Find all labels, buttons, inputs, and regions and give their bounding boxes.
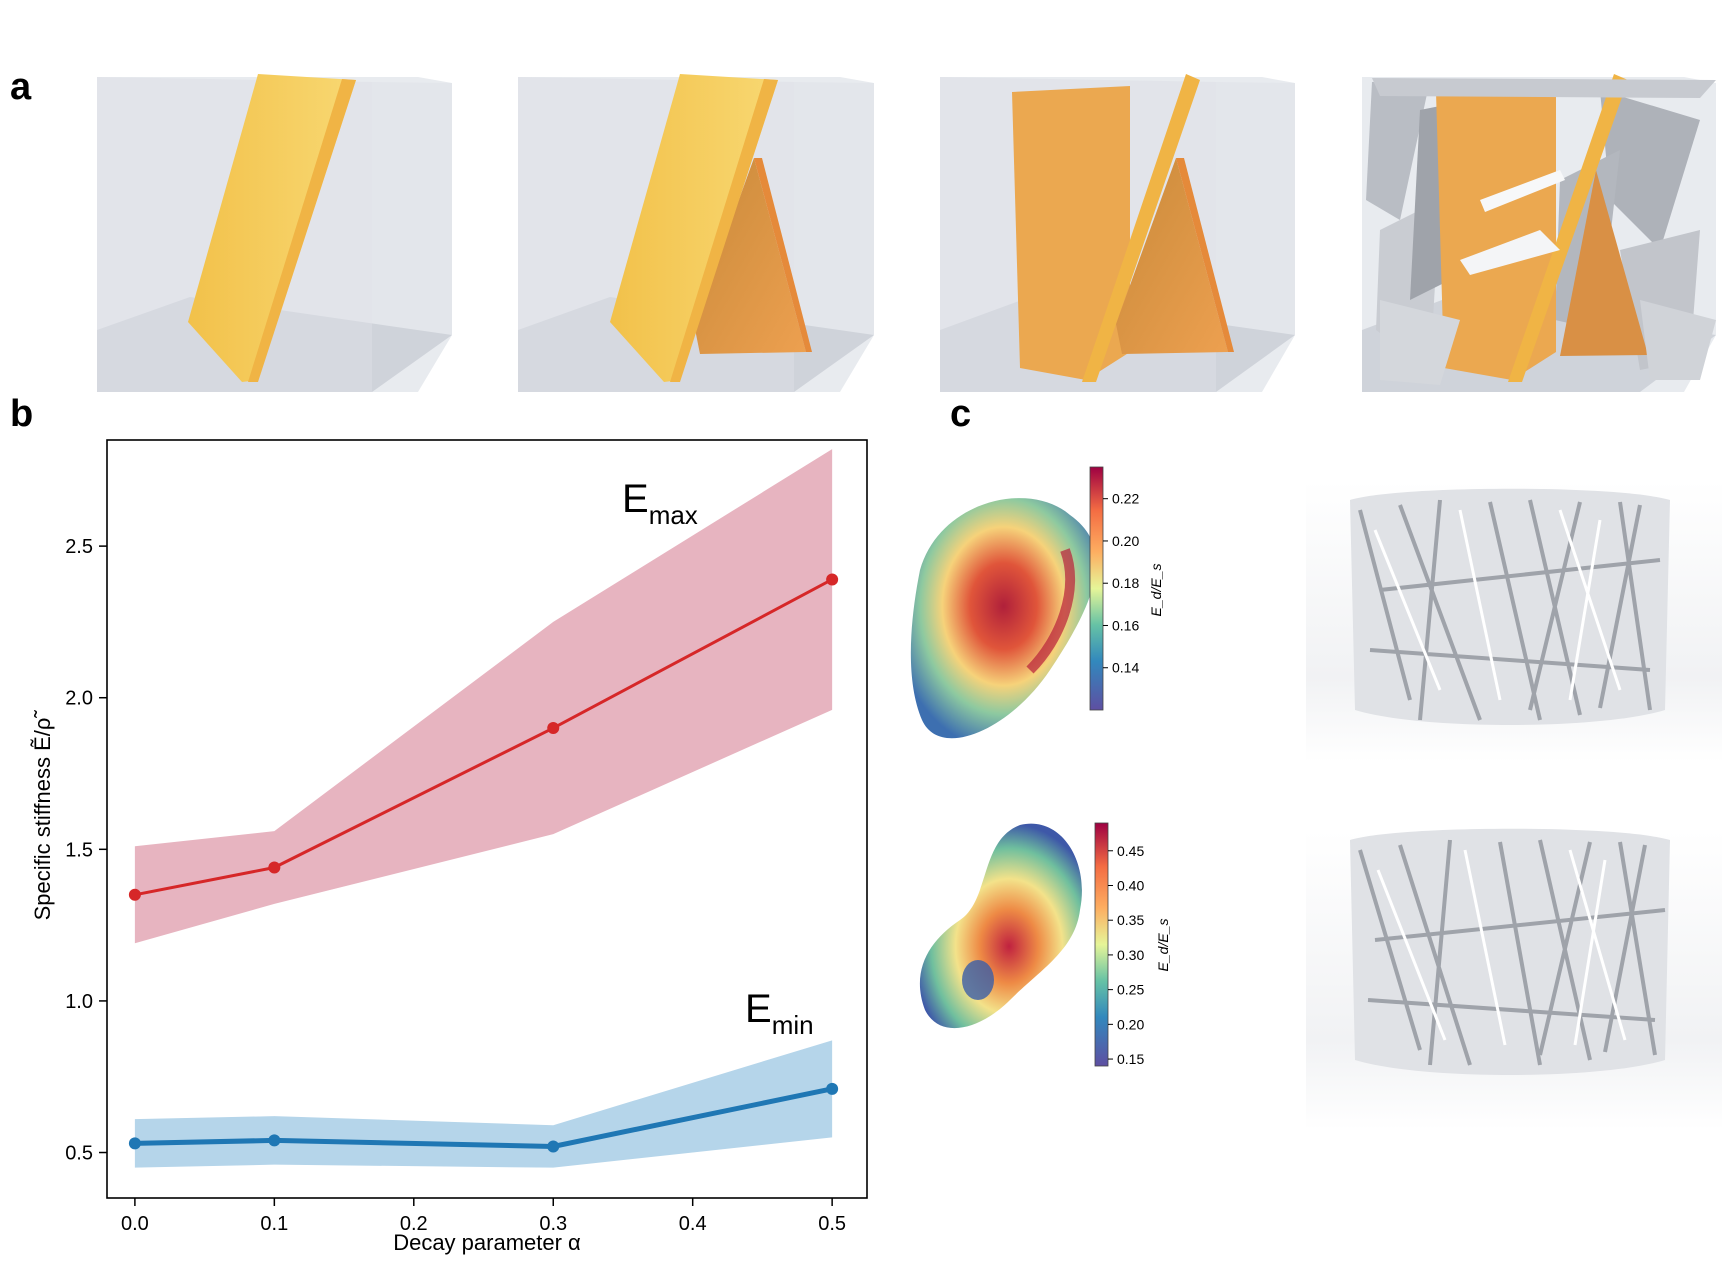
x-tick-label: 0.2 <box>400 1213 428 1235</box>
panel-a-cubes <box>97 74 1716 392</box>
colorbar-tick-label: 0.45 <box>1117 843 1144 859</box>
plate-white <box>1460 230 1560 275</box>
band-E_min <box>134 1040 833 1168</box>
y-axis-label: Specific stiffness Ẽ/ρ̃ <box>30 710 55 921</box>
colorbar-2-ticks: 0.45 0.40 0.35 0.30 0.25 0.20 0.15 <box>1108 843 1144 1067</box>
cylinder-plates-light <box>1373 509 1622 701</box>
elastic-surface-1 <box>910 498 1097 739</box>
line-E_min <box>134 1086 833 1149</box>
colorbar-2-label: E_d/E_s <box>1155 919 1171 972</box>
y-axis-ticks: 0.5 1.0 1.5 2.0 2.5 <box>65 536 107 1165</box>
cube-render-4 <box>1362 74 1716 392</box>
x-axis-ticks: 0.0 0.1 0.2 0.3 0.4 0.5 <box>121 1198 846 1235</box>
cylinder-render-2 <box>1306 828 1722 1130</box>
x-tick-label: 0.5 <box>818 1213 846 1235</box>
panel-label-b: b <box>10 393 34 435</box>
slab-orange-edge <box>754 158 812 352</box>
cube-face-right <box>372 82 452 345</box>
cube-render-3 <box>940 74 1295 392</box>
line-E_max <box>134 578 833 897</box>
series-points <box>128 573 839 1153</box>
elastic-surface-2 <box>919 823 1082 1029</box>
band-E_max <box>134 449 833 944</box>
slab-orange-triangle <box>694 158 806 354</box>
confidence-bands <box>134 449 833 1168</box>
emax-label-main: E <box>622 477 649 521</box>
x-tick-label: 0.0 <box>121 1213 149 1235</box>
plate <box>1380 300 1460 385</box>
slab-yellow-thin <box>1082 74 1200 382</box>
plate <box>1366 80 1430 220</box>
cylinder-plates <box>1358 499 1661 721</box>
series-lines <box>134 578 833 1149</box>
x-tick-label: 0.1 <box>260 1213 288 1235</box>
colorbar-tick-label: 0.25 <box>1117 982 1144 998</box>
panel-label-a: a <box>10 66 32 108</box>
slab-yellow <box>610 74 778 382</box>
point-E_max <box>268 861 281 874</box>
cube-render-2 <box>518 74 874 392</box>
stiffness-chart: 0.0 0.1 0.2 0.3 0.4 0.5 0.5 1.0 1.5 2.0 2.5 Decay… <box>30 439 868 1255</box>
plate <box>1640 300 1716 380</box>
cube-face-right <box>794 82 874 345</box>
emin-label-sub: min <box>772 1010 814 1040</box>
slab-orange-main <box>1012 86 1130 380</box>
y-tick-label: 2.5 <box>65 536 93 558</box>
point-E_min <box>268 1134 281 1147</box>
slab-orange-triangle <box>1116 158 1228 354</box>
colorbar-tick-label: 0.16 <box>1112 617 1139 633</box>
slab-yellow-thin <box>1508 74 1628 382</box>
plate <box>1600 90 1700 250</box>
slab-orange-edge <box>1176 158 1234 352</box>
cylinder-plates-light <box>1376 849 1627 1046</box>
cylinder-render-1 <box>1306 480 1722 762</box>
point-E_max <box>547 722 560 735</box>
emax-label-sub: max <box>649 500 698 530</box>
colorbar-tick-label: 0.20 <box>1112 533 1139 549</box>
point-E_min <box>826 1082 839 1095</box>
slab-yellow-edge <box>670 79 778 382</box>
panel-c-figures: 0.22 0.20 0.18 0.16 0.14 E_d/E_s 0.45 0.40 0.3… <box>910 466 1722 1130</box>
y-tick-label: 0.5 <box>65 1143 93 1165</box>
colorbar-tick-label: 0.40 <box>1117 877 1144 893</box>
elastic-surface-1-ridge <box>1026 548 1076 674</box>
colorbar-1-ticks: 0.22 0.20 0.18 0.16 0.14 <box>1103 491 1139 676</box>
cylinder-plates <box>1358 839 1666 1066</box>
x-tick-label: 0.4 <box>679 1213 707 1235</box>
colorbar-2 <box>1094 822 1109 1067</box>
panel-label-c: c <box>950 393 972 435</box>
colorbar-tick-label: 0.22 <box>1112 491 1139 507</box>
colorbar-tick-label: 0.14 <box>1112 660 1139 676</box>
point-E_min <box>128 1137 141 1150</box>
colorbar-tick-label: 0.15 <box>1117 1051 1144 1067</box>
x-axis-label: Decay parameter α <box>393 1230 581 1255</box>
slab-yellow-edge <box>248 79 356 382</box>
point-E_max <box>128 888 141 901</box>
y-tick-label: 2.0 <box>65 688 93 710</box>
colorbar-tick-label: 0.30 <box>1117 947 1144 963</box>
slab-orange-triangle <box>1560 170 1648 356</box>
colorbar-1 <box>1089 466 1104 711</box>
colorbar-tick-label: 0.35 <box>1117 912 1144 928</box>
emin-label-main: E <box>745 987 772 1031</box>
slab-yellow <box>188 74 356 382</box>
point-E_max <box>826 573 839 586</box>
cube-render-1 <box>97 74 452 392</box>
cube-face-right <box>1216 82 1295 345</box>
y-tick-label: 1.5 <box>65 839 93 861</box>
plate-white <box>1480 170 1565 212</box>
colorbar-tick-label: 0.20 <box>1117 1016 1144 1032</box>
cylinder-body <box>1350 828 1670 1075</box>
elastic-surface-2-spot <box>962 960 994 1000</box>
emin-label: Emin <box>745 987 814 1040</box>
y-tick-label: 1.0 <box>65 991 93 1013</box>
plate-white <box>1372 78 1716 98</box>
colorbar-1-label: E_d/E_s <box>1148 564 1164 617</box>
slab-orange-main <box>1436 88 1556 380</box>
emax-label: Emax <box>622 477 698 530</box>
colorbar-tick-label: 0.18 <box>1112 575 1139 591</box>
plot-frame <box>106 439 868 1199</box>
point-E_min <box>547 1140 560 1153</box>
x-tick-label: 0.3 <box>539 1213 567 1235</box>
